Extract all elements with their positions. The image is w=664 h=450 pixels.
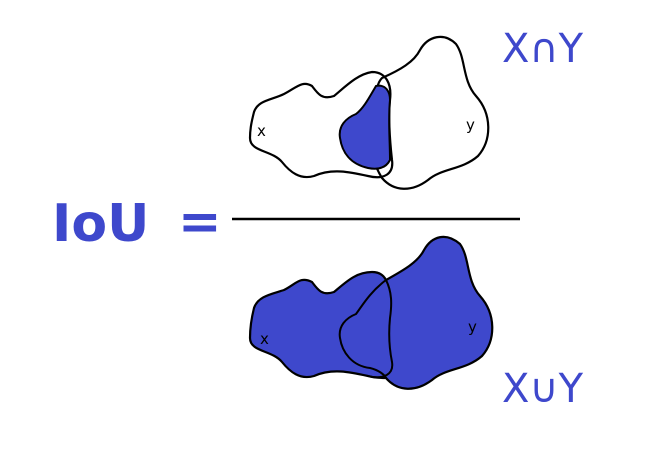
union-region [248, 235, 494, 390]
equals-sign: = [178, 192, 222, 252]
intersection-label: X∩Y [502, 26, 584, 72]
intersection-figure: x y [248, 35, 490, 190]
shape-y-inner-boundary [338, 279, 387, 379]
union-figure: x y [248, 235, 494, 390]
top-shape-x-label: x [257, 122, 266, 140]
top-shape-y-label: y [466, 116, 475, 134]
shape-x-inner-boundary [367, 279, 394, 379]
intersection-region [338, 84, 392, 170]
union-label: X∪Y [502, 366, 584, 412]
bottom-shape-x-label: x [260, 330, 269, 348]
iou-label: IoU [52, 194, 149, 254]
bottom-shape-y-label: y [468, 318, 477, 336]
